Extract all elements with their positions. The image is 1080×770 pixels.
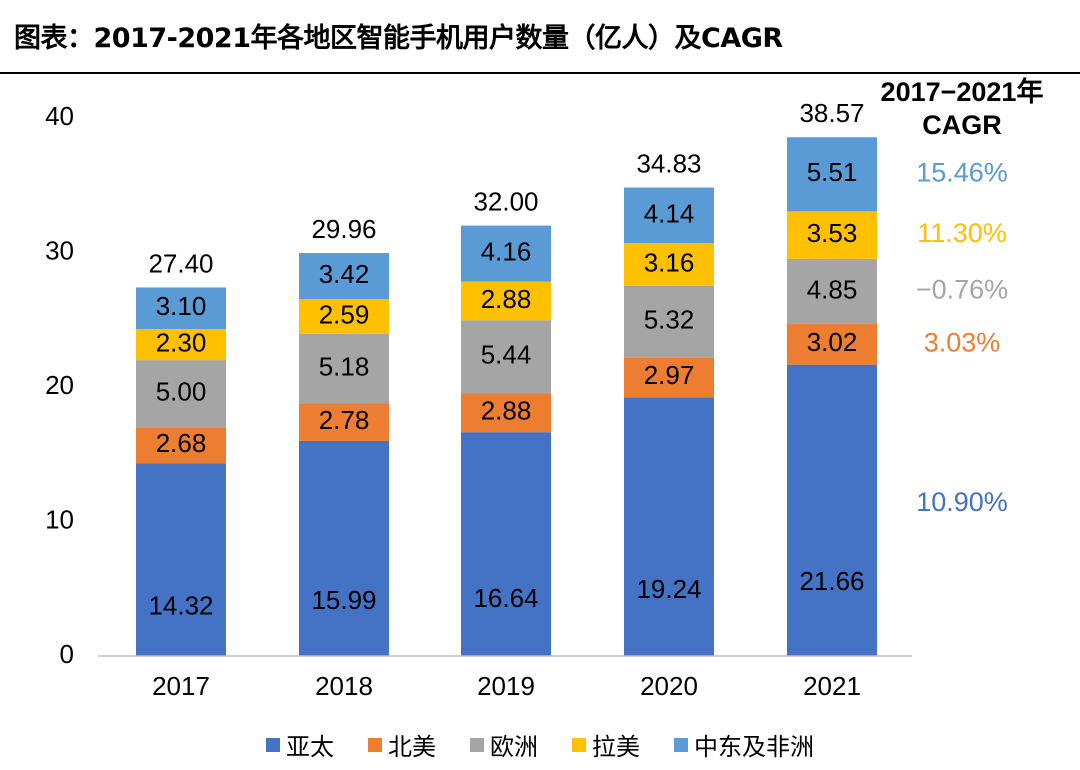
bar-segment bbox=[136, 463, 226, 656]
data-label: 3.02 bbox=[807, 327, 858, 357]
bar-segment bbox=[624, 357, 714, 398]
data-label: 4.85 bbox=[807, 274, 858, 304]
cagr-value: 3.03% bbox=[924, 327, 1001, 357]
legend-label: 欧洲 bbox=[490, 733, 538, 761]
legend-item: 欧洲 bbox=[470, 727, 538, 762]
data-label: 21.66 bbox=[799, 566, 864, 596]
legend-item: 北美 bbox=[368, 727, 436, 762]
legend-swatch bbox=[470, 737, 484, 752]
data-label: 5.00 bbox=[156, 377, 207, 407]
x-tick-label: 2018 bbox=[315, 671, 373, 701]
legend-item: 亚太 bbox=[266, 727, 334, 762]
x-tick-label: 2021 bbox=[803, 671, 861, 701]
cagr-header-line2: CAGR bbox=[922, 110, 1002, 140]
bar-segment bbox=[461, 393, 551, 433]
x-tick-label: 2020 bbox=[640, 671, 698, 701]
bar-segment bbox=[624, 397, 714, 656]
bar-segment bbox=[461, 225, 551, 282]
total-label: 32.00 bbox=[473, 186, 538, 216]
data-label: 3.42 bbox=[319, 259, 370, 289]
data-label: 2.59 bbox=[319, 299, 370, 329]
data-label: 2.78 bbox=[319, 405, 370, 435]
stacked-bar-chart: 0 10 20 30 40 14.32 2.68 5.00 2.30 3.10 27.40 2017 1… bbox=[45, 76, 1044, 701]
cagr-header-line1: 2017−2021年 bbox=[881, 76, 1044, 107]
total-label: 29.96 bbox=[311, 214, 376, 244]
bar-segment bbox=[787, 324, 877, 365]
bar-segment bbox=[461, 320, 551, 394]
bar-segment bbox=[136, 329, 226, 361]
legend-swatch bbox=[368, 737, 382, 752]
data-label: 14.32 bbox=[148, 591, 213, 621]
total-label: 34.83 bbox=[636, 148, 701, 178]
y-tick-label: 0 bbox=[60, 639, 74, 669]
legend-swatch bbox=[674, 737, 688, 752]
cagr-value: 11.30% bbox=[917, 218, 1007, 248]
total-label: 27.40 bbox=[148, 248, 213, 278]
bar-segment bbox=[136, 287, 226, 330]
data-label: 4.16 bbox=[481, 236, 532, 266]
cagr-value: 15.46% bbox=[916, 157, 1008, 187]
bar-segment bbox=[624, 285, 714, 358]
data-label: 5.44 bbox=[481, 340, 532, 370]
data-label: 3.53 bbox=[807, 218, 858, 248]
bar-segment bbox=[624, 187, 714, 244]
bar-segment bbox=[299, 333, 389, 404]
data-label: 5.32 bbox=[644, 304, 695, 334]
chart-legend: 亚太 北美 欧洲 拉美 中东及非洲 bbox=[0, 727, 1080, 762]
data-label: 3.16 bbox=[644, 247, 695, 277]
x-tick-label: 2017 bbox=[152, 671, 210, 701]
data-label: 2.68 bbox=[156, 428, 207, 458]
bar-segment bbox=[461, 281, 551, 321]
cagr-value: 10.90% bbox=[916, 487, 1008, 517]
legend-swatch bbox=[572, 737, 586, 752]
bar-segment bbox=[299, 253, 389, 300]
y-tick-label: 20 bbox=[45, 370, 74, 400]
legend-label: 北美 bbox=[388, 733, 436, 761]
bar-segment bbox=[787, 364, 877, 656]
data-label: 2.97 bbox=[644, 360, 695, 390]
data-label: 2.88 bbox=[481, 284, 532, 314]
bar-segment bbox=[299, 403, 389, 441]
legend-label: 亚太 bbox=[286, 733, 334, 761]
legend-label: 中东及非洲 bbox=[694, 733, 814, 761]
title-divider bbox=[0, 72, 1080, 74]
data-label: 5.18 bbox=[319, 352, 370, 382]
total-label: 38.57 bbox=[799, 98, 864, 128]
bar-segment bbox=[299, 299, 389, 334]
bar-segment bbox=[624, 243, 714, 286]
bar-segment bbox=[461, 432, 551, 656]
bar-segment bbox=[136, 360, 226, 428]
data-label: 2.88 bbox=[481, 396, 532, 426]
data-label: 19.24 bbox=[636, 574, 701, 604]
legend-item: 拉美 bbox=[572, 727, 640, 762]
legend-item: 中东及非洲 bbox=[674, 727, 814, 762]
bar-segment bbox=[787, 211, 877, 259]
y-tick-label: 40 bbox=[45, 101, 74, 131]
bar-segment bbox=[299, 440, 389, 656]
bar-segment bbox=[787, 258, 877, 325]
bar-segment bbox=[136, 427, 226, 464]
data-label: 4.14 bbox=[644, 198, 695, 228]
data-label: 15.99 bbox=[311, 585, 376, 615]
legend-swatch bbox=[266, 737, 280, 752]
data-label: 16.64 bbox=[473, 583, 538, 613]
data-label: 2.30 bbox=[156, 328, 207, 358]
bar-segment bbox=[787, 137, 877, 212]
cagr-value: −0.76% bbox=[916, 275, 1008, 305]
y-tick-label: 30 bbox=[45, 235, 74, 265]
data-label: 3.10 bbox=[156, 291, 207, 321]
legend-label: 拉美 bbox=[592, 733, 640, 761]
chart-title: 图表：2017-2021年各地区智能手机用户数量（亿人）及CAGR bbox=[14, 23, 783, 54]
data-label: 5.51 bbox=[807, 157, 858, 187]
y-tick-label: 10 bbox=[45, 504, 74, 534]
x-tick-label: 2019 bbox=[477, 671, 535, 701]
